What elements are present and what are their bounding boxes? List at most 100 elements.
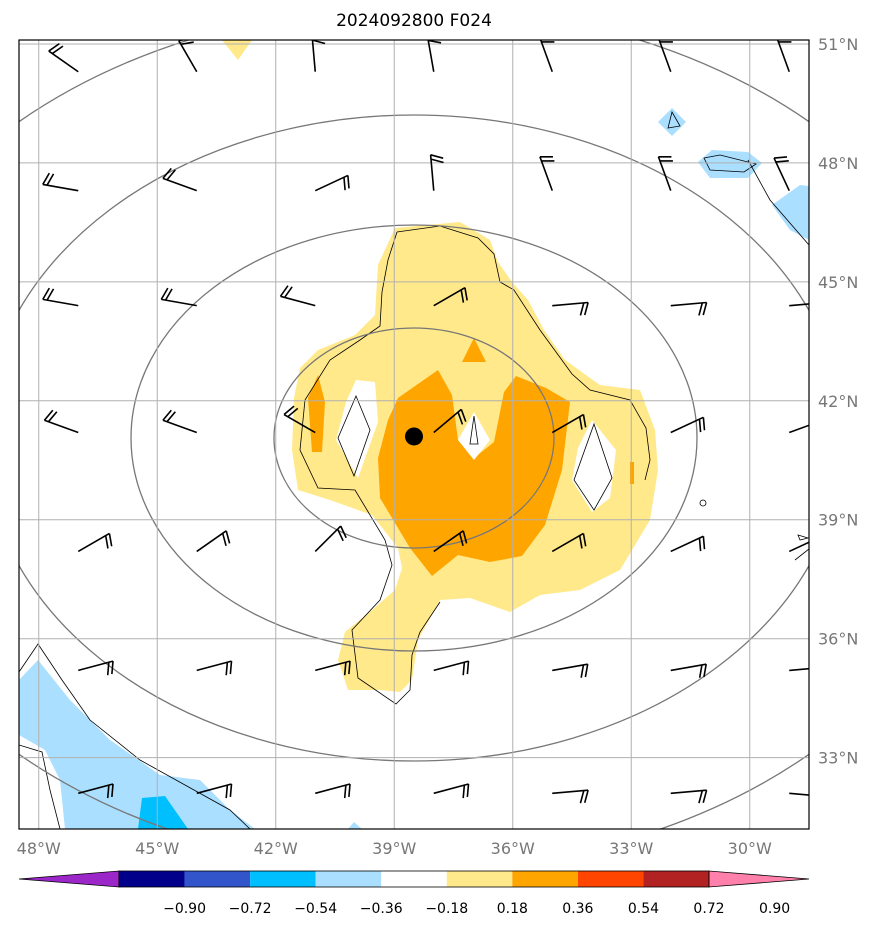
wind-barb bbox=[552, 663, 589, 678]
wind-barb bbox=[789, 303, 809, 307]
wind-barb bbox=[196, 530, 231, 553]
wind-barb bbox=[196, 783, 233, 799]
y-tick-label: 33°N bbox=[818, 749, 858, 768]
wind-barb bbox=[670, 789, 708, 804]
y-tick-label: 45°N bbox=[818, 273, 858, 292]
wind-barb bbox=[552, 789, 589, 804]
x-tick-label: 30°W bbox=[728, 839, 772, 858]
colorbar-tick-labels: −0.90 −0.72 −0.54 −0.36 −0.18 0.18 0.36 … bbox=[163, 901, 790, 917]
y-tick-label: 42°N bbox=[818, 392, 858, 411]
outline-contour bbox=[299, 231, 441, 705]
colorbar-tick-label: −0.54 bbox=[294, 901, 337, 917]
wind-barb bbox=[788, 541, 809, 553]
outline-contour bbox=[573, 422, 613, 511]
positive-anomaly-orange-region bbox=[462, 338, 486, 362]
colorbar bbox=[18, 870, 810, 888]
negative-anomaly-region bbox=[658, 108, 686, 136]
wind-barb bbox=[77, 532, 113, 553]
y-tick-label: 39°N bbox=[818, 511, 858, 530]
wind-barb bbox=[314, 525, 347, 553]
x-tick-label: 36°W bbox=[491, 839, 535, 858]
negative-anomaly-region bbox=[19, 660, 255, 829]
colorbar-segment bbox=[577, 871, 644, 887]
wind-barb bbox=[670, 301, 708, 316]
wind-barb bbox=[773, 156, 790, 192]
pressure-contour bbox=[19, 114, 809, 762]
wind-barb bbox=[429, 154, 444, 191]
outline-contour bbox=[747, 159, 809, 246]
map-area bbox=[19, 40, 809, 829]
map-frame bbox=[18, 39, 810, 830]
wind-barb bbox=[551, 532, 587, 553]
colorbar-segment bbox=[315, 871, 382, 887]
outline-contour bbox=[794, 548, 809, 561]
colorbar-segment bbox=[643, 871, 709, 887]
wind-barb bbox=[658, 40, 673, 72]
wind-barb bbox=[539, 40, 555, 72]
wind-barb bbox=[283, 405, 316, 434]
y-tick-labels: 51°N 48°N 45°N 42°N 39°N 36°N 33°N bbox=[818, 35, 858, 768]
wind-barb bbox=[427, 40, 442, 72]
neutral-hole bbox=[572, 420, 616, 512]
wind-barb bbox=[552, 301, 589, 316]
chart-title: 2024092800 F024 bbox=[336, 11, 492, 31]
negative-anomaly-region bbox=[348, 822, 362, 829]
outline-contour bbox=[337, 394, 371, 478]
pressure-contour-layer bbox=[19, 40, 809, 829]
wind-barb bbox=[42, 172, 79, 192]
filled-anomaly-layer bbox=[19, 40, 809, 829]
wind-barb bbox=[42, 287, 79, 307]
wind-barb bbox=[776, 40, 792, 72]
outline-contour bbox=[19, 744, 61, 829]
wind-barb bbox=[788, 424, 809, 434]
wind-barb bbox=[78, 660, 114, 676]
positive-anomaly-orange-region bbox=[630, 462, 634, 484]
outline-contour bbox=[396, 225, 651, 481]
neutral-hole bbox=[458, 412, 490, 460]
wind-barb bbox=[48, 42, 79, 73]
outline-contour bbox=[469, 415, 479, 445]
wind-barb bbox=[539, 156, 555, 191]
wind-barb bbox=[670, 416, 706, 434]
colorbar-segment bbox=[381, 871, 447, 887]
colorbar-tick-label: 0.36 bbox=[562, 901, 593, 917]
pressure-contour bbox=[130, 224, 698, 652]
negative-anomaly-region bbox=[772, 185, 809, 240]
wind-barbs-layer bbox=[42, 40, 809, 804]
colorbar-tick-label: 0.90 bbox=[759, 901, 790, 917]
wind-barb bbox=[433, 660, 470, 676]
wind-barb bbox=[160, 287, 197, 307]
outline-contour bbox=[19, 643, 251, 829]
outline-contour bbox=[797, 534, 809, 541]
wind-barb bbox=[311, 40, 326, 72]
thin-contour-layer bbox=[19, 110, 809, 829]
wind-barb bbox=[43, 409, 79, 434]
outline-contour bbox=[699, 499, 707, 507]
colorbar-extend-high bbox=[708, 870, 810, 888]
wind-barb bbox=[314, 174, 350, 192]
neutral-hole bbox=[336, 380, 378, 478]
x-tick-label: 48°W bbox=[17, 839, 61, 858]
wind-barb bbox=[315, 660, 351, 676]
colorbar-tick-label: 0.54 bbox=[628, 901, 659, 917]
y-tick-label: 36°N bbox=[818, 630, 858, 649]
colorbar-tick-label: −0.90 bbox=[163, 901, 206, 917]
positive-anomaly-orange-region bbox=[378, 370, 570, 576]
x-tick-label: 33°W bbox=[609, 839, 653, 858]
wind-barb bbox=[162, 409, 198, 434]
wind-barb bbox=[162, 167, 198, 192]
positive-anomaly-orange-region bbox=[308, 375, 325, 452]
wind-barb bbox=[196, 660, 233, 676]
colorbar-tick-label: −0.72 bbox=[229, 901, 272, 917]
wind-barb bbox=[789, 792, 809, 796]
wind-barb bbox=[551, 413, 587, 434]
wind-barb bbox=[279, 285, 316, 307]
colorbar-segment bbox=[119, 871, 185, 887]
outline-contour bbox=[667, 110, 681, 129]
wind-barb bbox=[78, 783, 114, 799]
x-tick-labels: 48°W 45°W 42°W 39°W 36°W 33°W 30°W bbox=[17, 839, 772, 858]
colorbar-tick-label: −0.18 bbox=[425, 901, 468, 917]
center-marker bbox=[405, 427, 423, 446]
colorbar-segment bbox=[512, 871, 578, 887]
